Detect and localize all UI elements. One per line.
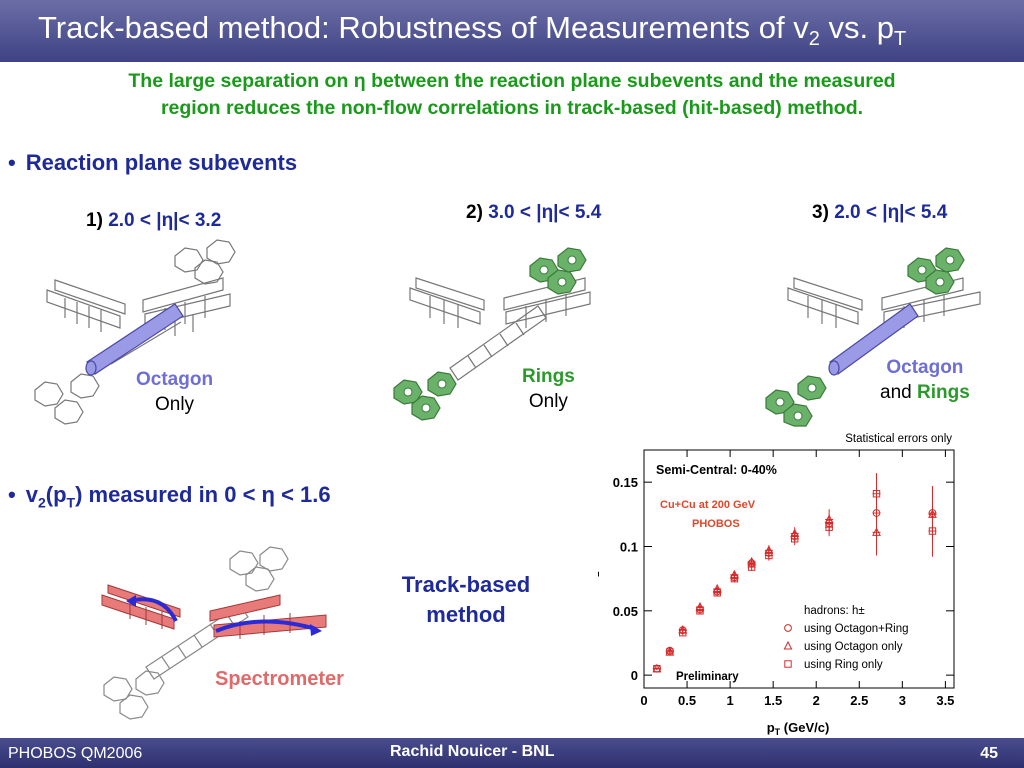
x-tick-label: 2.5 — [850, 693, 868, 708]
y-axis-label: v2 — [598, 571, 602, 585]
spectrometer-planes — [101, 584, 327, 639]
data-point — [928, 527, 937, 535]
preliminary-label: Preliminary — [676, 671, 739, 683]
footer-page-number: 45 — [980, 745, 998, 762]
detector-octagon-and-rings — [765, 247, 981, 427]
octagon-detector — [85, 303, 184, 376]
data-point — [747, 563, 756, 571]
slide-subtitle: The large separation on η between the re… — [20, 68, 1004, 122]
track-arrow-right — [215, 619, 317, 633]
data-point — [872, 490, 881, 498]
data-point — [765, 551, 773, 560]
footer-author: Rachid Nouicer - BNL — [390, 743, 555, 760]
bullet-v2-measured: • v2(pT) measured in 0 < η < 1.6 — [8, 482, 331, 511]
data-point — [790, 535, 799, 543]
footer-conference: PHOBOS QM2006 — [8, 745, 143, 762]
slide-title: Track-based method: Robustness of Measur… — [38, 10, 907, 51]
ring-module-top — [174, 239, 236, 285]
bullet-reaction-plane: • Reaction plane subevents — [8, 150, 298, 175]
subtitle-line-2: region reduces the non-flow correlations… — [160, 97, 864, 119]
y-tick-label: 0.1 — [620, 539, 638, 554]
legend-entry: using Octagon+Ring — [804, 623, 909, 635]
data-point — [666, 648, 674, 656]
data-point — [872, 527, 881, 536]
data-point — [825, 523, 833, 531]
footer-bar: PHOBOS QM2006 Rachid Nouicer - BNL 45 — [0, 738, 1024, 768]
x-tick-label: 3.5 — [936, 693, 954, 708]
spectrometer-label: Spectrometer — [215, 668, 344, 690]
config-3-heading: 3) 2.0 < |η|< 5.4 — [812, 202, 948, 223]
config-2-label: Rings Only — [522, 366, 575, 412]
x-tick-label: 1.5 — [764, 693, 782, 708]
config-2-heading: 2) 3.0 < |η|< 5.4 — [466, 202, 602, 223]
subtitle-line-1: The large separation on η between the re… — [128, 70, 896, 92]
x-tick-label: 1 — [726, 693, 733, 708]
y-tick-label: 0.15 — [613, 475, 638, 490]
data-point — [730, 574, 739, 583]
detector-spectrometer — [101, 546, 327, 720]
bullet-dot-icon: • — [8, 482, 16, 507]
x-tick-label: 0.5 — [678, 693, 696, 708]
legend-marker — [784, 624, 792, 632]
legend-marker — [784, 660, 792, 668]
ring-module-bottom — [34, 373, 100, 425]
bullet-dot-icon: • — [8, 150, 16, 175]
legend-marker — [783, 640, 793, 650]
chart-top-note: Statistical errors only — [845, 433, 952, 445]
config-3-label: Octagon and Rings — [880, 357, 970, 403]
x-tick-label: 3 — [899, 693, 906, 708]
experiment-label: PHOBOS — [692, 518, 740, 530]
v2-vs-pt-chart: Statistical errors only 0 0.5 1 1.5 2 2.5 3 3.5 0… — [598, 433, 955, 737]
detector-octagon-only — [34, 239, 236, 425]
data-point — [653, 665, 661, 673]
octagon-detector — [828, 303, 919, 376]
y-tick-label: 0.05 — [613, 604, 638, 619]
track-based-method-label: Track-based method — [401, 572, 531, 627]
config-1-heading: 1) 2.0 < |η|< 3.2 — [86, 210, 222, 231]
data-point — [713, 589, 721, 597]
plot-frame — [643, 449, 955, 689]
x-tick-label: 0 — [640, 693, 647, 708]
detector-rings-only — [393, 247, 591, 421]
system-label: Cu+Cu at 200 GeV — [660, 499, 756, 511]
y-tick-label: 0 — [631, 668, 638, 683]
data-point — [696, 607, 704, 615]
legend-title: hadrons: h± — [804, 605, 865, 617]
title-bar: Track-based method: Robustness of Measur… — [0, 0, 1024, 62]
x-axis-label: pT (GeV/c) — [767, 720, 830, 737]
data-point — [679, 628, 687, 637]
config-1-label: Octagon Only — [136, 369, 214, 415]
panel-title: Semi-Central: 0-40% — [656, 463, 777, 477]
x-tick-label: 2 — [813, 693, 820, 708]
legend-entry: using Octagon only — [804, 641, 903, 653]
legend-entry: using Ring only — [804, 659, 883, 671]
